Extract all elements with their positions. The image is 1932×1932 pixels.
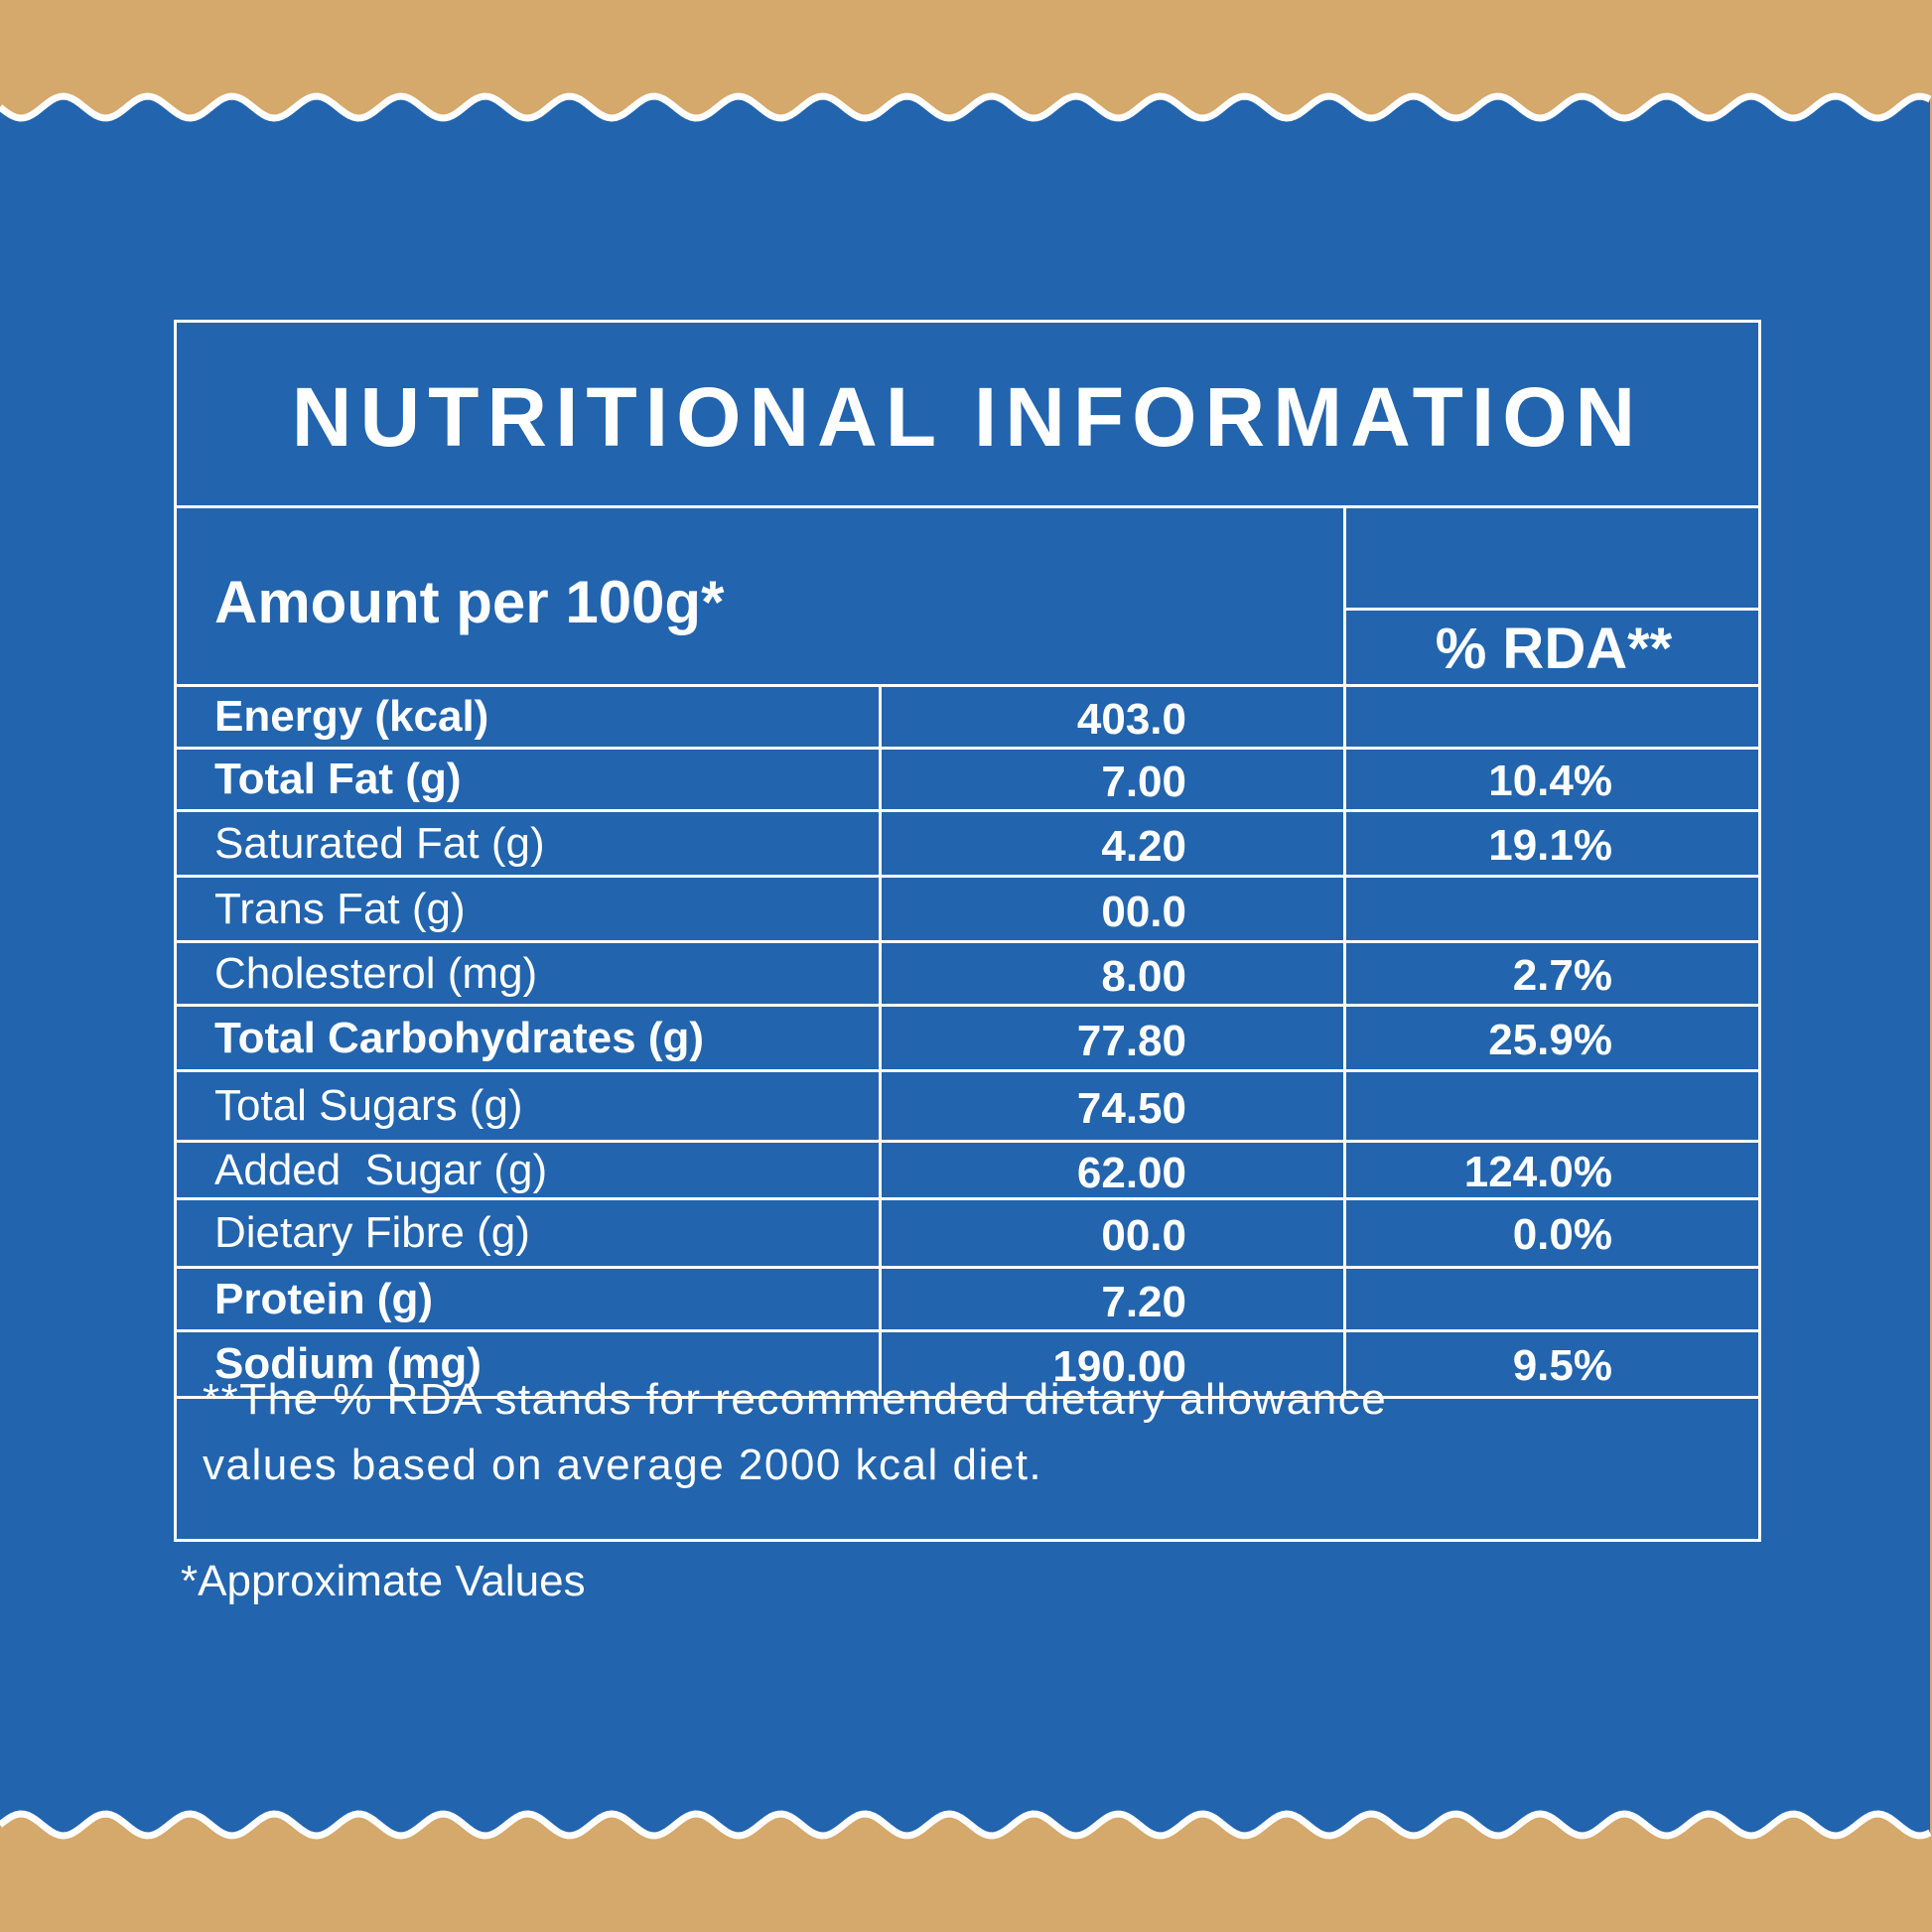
nutrient-label: Sodium (mg) <box>214 1339 482 1388</box>
table-row: Total Sugars (g) 74.50 <box>177 1072 1758 1143</box>
nutrient-label: Protein (g) <box>214 1274 433 1323</box>
nutrient-rda <box>1343 687 1761 747</box>
table-row: Total Fat (g) 7.00 10.4% <box>177 750 1758 812</box>
rda-footnote: **The % RDA stands for recommended dieta… <box>203 1367 1731 1498</box>
table-row: Dietary Fibre (g) 00.0 0.0% <box>177 1200 1758 1269</box>
nutrient-amount: 62.00 <box>879 1143 1343 1197</box>
table-title: NUTRITIONAL INFORMATION <box>291 369 1644 464</box>
nutrient-amount: 7.20 <box>879 1269 1343 1329</box>
nutrient-rda <box>1343 1269 1761 1329</box>
nutrient-amount: 00.0 <box>879 878 1343 940</box>
rda-header-empty <box>1346 508 1761 611</box>
nutrient-label: Total Carbohydrates (g) <box>214 1013 705 1062</box>
nutrient-rda: 25.9% <box>1343 1007 1761 1069</box>
nutrient-amount: 8.00 <box>879 943 1343 1004</box>
nutrient-amount: 74.50 <box>879 1072 1343 1140</box>
nutrient-rda: 124.0% <box>1343 1143 1761 1197</box>
title-row: NUTRITIONAL INFORMATION <box>177 323 1758 508</box>
nutrient-label: Total Sugars (g) <box>214 1081 523 1130</box>
approximate-values-note: *Approximate Values <box>181 1557 586 1605</box>
table-row: Saturated Fat (g) 4.20 19.1% <box>177 812 1758 878</box>
footnote-line-2: values based on average 2000 kcal diet. <box>203 1441 1043 1489</box>
nutrient-label: Trans Fat (g) <box>214 884 466 933</box>
header-row: Amount per 100g* % RDA** <box>177 508 1761 687</box>
nutrient-label: Saturated Fat (g) <box>214 818 545 868</box>
table-row: Cholesterol (mg) 8.00 2.7% <box>177 943 1758 1007</box>
nutrient-rda: 2.7% <box>1343 943 1761 1004</box>
nutrient-amount: 00.0 <box>879 1200 1343 1266</box>
nutrient-rda <box>1343 1072 1761 1140</box>
nutrient-label: Total Fat (g) <box>214 755 462 803</box>
table-row: Protein (g) 7.20 <box>177 1269 1758 1332</box>
nutrition-table: NUTRITIONAL INFORMATION Amount per 100g*… <box>174 320 1761 1542</box>
table-row: Sodium (mg) 190.00 9.5% <box>177 1332 1758 1399</box>
nutrient-rda: 19.1% <box>1343 812 1761 875</box>
nutrient-rda <box>1343 878 1761 940</box>
nutrient-amount: 4.20 <box>879 812 1343 875</box>
nutrient-label: Cholesterol (mg) <box>214 948 538 998</box>
table-row: Trans Fat (g) 00.0 <box>177 878 1758 943</box>
table-row: Total Carbohydrates (g) 77.80 25.9% <box>177 1007 1758 1072</box>
nutrient-amount: 7.00 <box>879 750 1343 809</box>
nutrient-amount: 403.0 <box>879 687 1343 747</box>
nutrient-rda: 9.5% <box>1343 1332 1761 1396</box>
nutrient-amount: 190.00 <box>879 1332 1343 1396</box>
rda-header-label: % RDA** <box>1435 617 1673 681</box>
nutrient-label: Added Sugar (g) <box>214 1145 548 1194</box>
footnote-line-1: **The % RDA stands for recommended dieta… <box>203 1375 1388 1424</box>
nutrient-label: Dietary Fibre (g) <box>214 1208 530 1257</box>
rda-header-cell: % RDA** <box>1343 508 1761 684</box>
amount-per-100g-label: Amount per 100g* <box>214 569 725 635</box>
nutrient-rda: 10.4% <box>1343 750 1761 809</box>
table-row: Added Sugar (g) 62.00 124.0% <box>177 1143 1758 1200</box>
nutrient-label: Energy (kcal) <box>214 692 489 741</box>
table-row: Energy (kcal) 403.0 <box>177 687 1758 750</box>
nutrient-amount: 77.80 <box>879 1007 1343 1069</box>
nutrient-rda: 0.0% <box>1343 1200 1761 1266</box>
